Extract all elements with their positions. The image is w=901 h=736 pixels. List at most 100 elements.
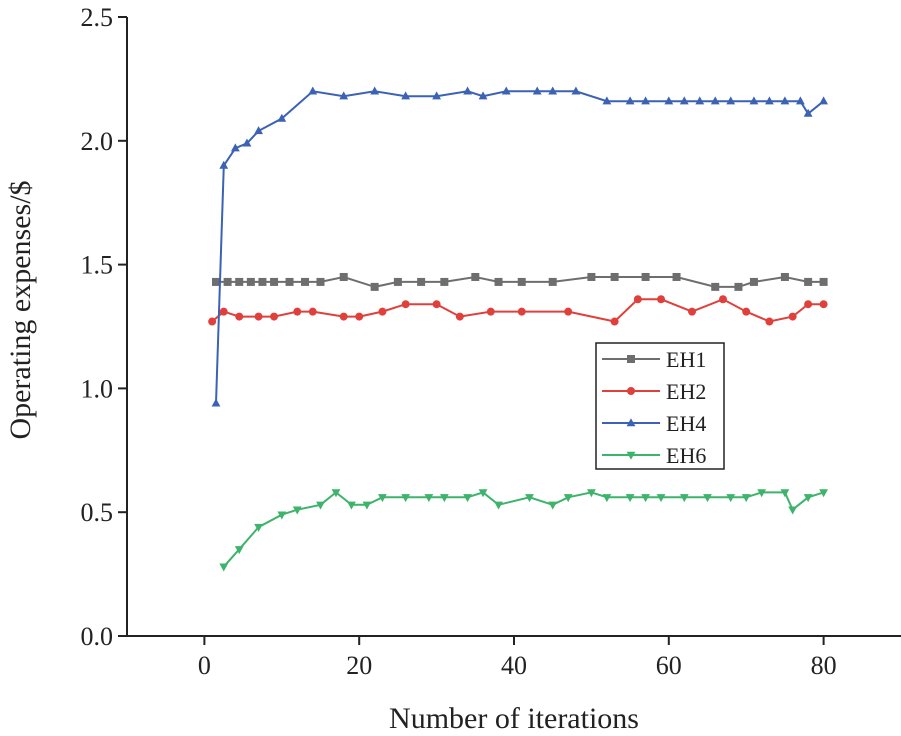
- legend-label-eh4: EH4: [666, 411, 706, 436]
- data-point-eh2: [455, 312, 464, 321]
- data-point-eh1: [494, 277, 503, 286]
- data-point-eh6: [494, 501, 503, 510]
- data-point-eh4: [625, 96, 635, 105]
- data-point-eh2: [633, 295, 642, 304]
- data-point-eh1: [548, 277, 557, 286]
- data-point-eh4: [548, 86, 558, 95]
- data-point-eh2: [765, 317, 774, 326]
- data-point-eh1: [301, 277, 310, 286]
- data-point-eh6: [757, 489, 767, 498]
- data-point-eh2: [308, 307, 317, 316]
- data-point-eh4: [819, 96, 828, 105]
- series-eh2: [208, 295, 828, 326]
- data-point-eh1: [417, 277, 426, 286]
- data-point-eh2: [517, 307, 526, 316]
- series-eh4: [211, 86, 828, 407]
- series-eh1: [212, 272, 828, 291]
- data-point-eh6: [625, 494, 635, 503]
- data-point-eh2: [293, 307, 302, 316]
- data-point-eh1: [270, 277, 279, 286]
- data-point-eh2: [564, 307, 573, 316]
- x-tick-label: 60: [656, 651, 682, 680]
- legend-marker-eh6: [626, 451, 636, 460]
- data-point-eh1: [471, 272, 480, 281]
- series-line-eh4: [215, 90, 825, 404]
- data-point-eh1: [517, 277, 526, 286]
- data-point-eh4: [679, 96, 689, 105]
- data-point-eh4: [795, 96, 805, 105]
- data-point-eh6: [254, 523, 263, 532]
- data-point-eh6: [641, 494, 650, 503]
- data-point-eh4: [710, 96, 720, 105]
- legend-label-eh1: EH1: [666, 347, 706, 372]
- data-point-eh1: [819, 277, 828, 286]
- data-point-eh2: [688, 307, 697, 316]
- data-point-eh6: [602, 494, 612, 503]
- data-point-eh1: [339, 272, 348, 281]
- data-point-eh2: [819, 300, 828, 309]
- data-point-eh1: [246, 277, 255, 286]
- series-group: [208, 86, 828, 572]
- data-point-eh1: [285, 277, 294, 286]
- data-point-eh6: [277, 511, 287, 520]
- data-point-eh4: [803, 108, 813, 117]
- y-axis-title: Operating expenses/$: [4, 180, 37, 439]
- y-tick-label: 0.5: [81, 498, 114, 527]
- data-point-eh4: [602, 96, 612, 105]
- data-point-eh1: [235, 277, 244, 286]
- data-point-eh6: [703, 494, 712, 503]
- data-point-eh1: [641, 272, 650, 281]
- data-point-eh2: [788, 312, 797, 321]
- data-point-eh2: [742, 307, 751, 316]
- x-tick-label: 40: [501, 651, 527, 680]
- x-axis-title: Number of iterations: [389, 702, 639, 735]
- y-tick-label: 2.5: [81, 3, 114, 32]
- data-point-eh6: [234, 546, 244, 555]
- data-point-eh1: [672, 272, 681, 281]
- data-point-eh6: [439, 494, 449, 503]
- y-tick-label: 2.0: [81, 127, 114, 156]
- data-point-eh4: [571, 86, 581, 95]
- data-point-eh1: [316, 277, 325, 286]
- data-point-eh6: [525, 494, 534, 503]
- data-point-eh4: [726, 96, 736, 105]
- axes: 0.0 0.5 1.0 1.5 2.0 2.5 0 20 40 60 80: [81, 3, 901, 680]
- data-point-eh4: [501, 86, 511, 95]
- data-point-eh4: [211, 398, 221, 407]
- data-point-eh2: [378, 307, 387, 316]
- data-point-eh1: [223, 277, 232, 286]
- x-tick-label: 0: [198, 651, 211, 680]
- data-point-eh1: [749, 277, 758, 286]
- data-point-eh4: [532, 86, 542, 95]
- data-point-eh4: [765, 96, 774, 105]
- data-point-eh6: [679, 494, 689, 503]
- series-line-eh6: [223, 491, 824, 568]
- data-point-eh6: [803, 494, 813, 503]
- data-point-eh1: [734, 282, 743, 291]
- data-point-eh6: [478, 489, 488, 498]
- data-point-eh2: [486, 307, 495, 316]
- data-point-eh4: [277, 113, 287, 122]
- data-point-eh1: [587, 272, 596, 281]
- data-point-eh2: [208, 317, 217, 326]
- data-point-eh2: [339, 312, 348, 321]
- data-point-eh4: [401, 91, 411, 100]
- data-point-eh6: [563, 494, 573, 503]
- data-point-eh1: [610, 272, 619, 281]
- data-point-eh2: [432, 300, 441, 309]
- data-point-eh6: [292, 506, 302, 515]
- data-point-eh2: [254, 312, 263, 321]
- data-point-eh1: [440, 277, 449, 286]
- data-point-eh4: [780, 96, 790, 105]
- data-point-eh6: [331, 489, 341, 498]
- data-point-eh6: [780, 489, 790, 498]
- data-point-eh6: [726, 494, 736, 503]
- legend: EH1 EH2 EH4 EH6: [595, 342, 725, 470]
- legend-marker-eh4: [626, 418, 636, 427]
- data-point-eh4: [664, 96, 674, 105]
- data-point-eh6: [316, 501, 325, 510]
- data-point-eh4: [749, 96, 759, 105]
- legend-marker-eh2: [627, 387, 635, 395]
- y-tick-label: 1.0: [81, 374, 114, 403]
